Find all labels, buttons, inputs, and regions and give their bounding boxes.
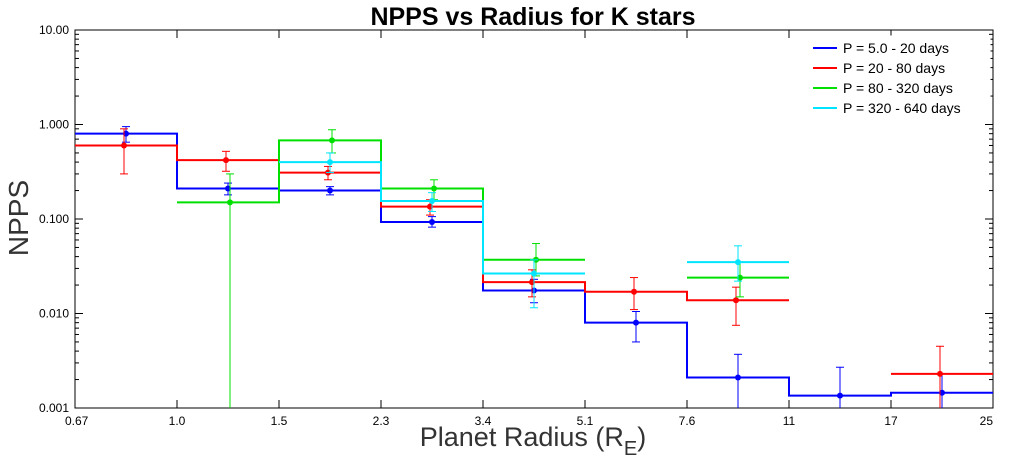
y-tick-labels: 0.001 0.010 0.100 1.000 10.00: [39, 23, 69, 415]
data-point: [733, 297, 739, 304]
y-tick-label: 0.001: [39, 401, 69, 415]
legend-label: P = 20 - 80 days: [843, 60, 945, 76]
x-tick-label: 1.0: [169, 414, 186, 428]
y-tick-label: 0.100: [39, 212, 69, 226]
data-point: [429, 198, 435, 205]
legend: P = 5.0 - 20 days P = 20 - 80 days P = 80 …: [805, 35, 991, 121]
axis-ticks: [74, 29, 994, 409]
x-tick-label: 2.3: [373, 414, 390, 428]
x-tick-label: 1.5: [271, 414, 288, 428]
data-point: [327, 187, 333, 194]
data-point: [121, 142, 127, 149]
x-tick-label: 25: [980, 414, 994, 428]
chart-title: NPPS vs Radius for K stars: [370, 3, 695, 31]
series-step-line: [279, 161, 789, 275]
legend-label: P = 80 - 320 days: [843, 80, 953, 96]
data-point: [227, 199, 233, 206]
y-tick-label: 10.00: [39, 23, 69, 37]
data-point: [223, 157, 229, 164]
legend-box: [805, 35, 991, 121]
data-point: [633, 319, 639, 326]
data-point: [837, 392, 843, 399]
data-point: [937, 370, 943, 377]
data-point: [429, 218, 435, 225]
legend-label: P = 5.0 - 20 days: [843, 40, 949, 56]
data-point: [735, 259, 741, 266]
x-tick-label: 11: [783, 414, 796, 428]
data-point: [329, 137, 335, 144]
y-axis-label: NPPS: [3, 180, 34, 256]
series-layer: [75, 126, 993, 408]
data-point: [431, 185, 437, 192]
y-tick-label: 0.010: [39, 307, 69, 321]
data-point: [327, 159, 333, 166]
x-tick-labels: 0.67 1.0 1.5 2.3 3.4 5.1 7.6 11 17 25: [65, 414, 993, 428]
x-tick-label: 7.6: [679, 414, 696, 428]
x-tick-label: 3.4: [475, 414, 492, 428]
series-4: [279, 152, 789, 309]
x-tick-label: 17: [884, 414, 898, 428]
data-point: [531, 270, 537, 277]
x-tick-label: 0.67: [65, 414, 89, 428]
x-tick-label: 5.1: [577, 414, 594, 428]
y-tick-label: 1.000: [39, 118, 69, 132]
data-point: [631, 288, 637, 295]
legend-label: P = 320 - 640 days: [843, 100, 961, 116]
x-axis-label: Planet Radius (RE): [420, 422, 646, 460]
data-point: [735, 374, 741, 381]
